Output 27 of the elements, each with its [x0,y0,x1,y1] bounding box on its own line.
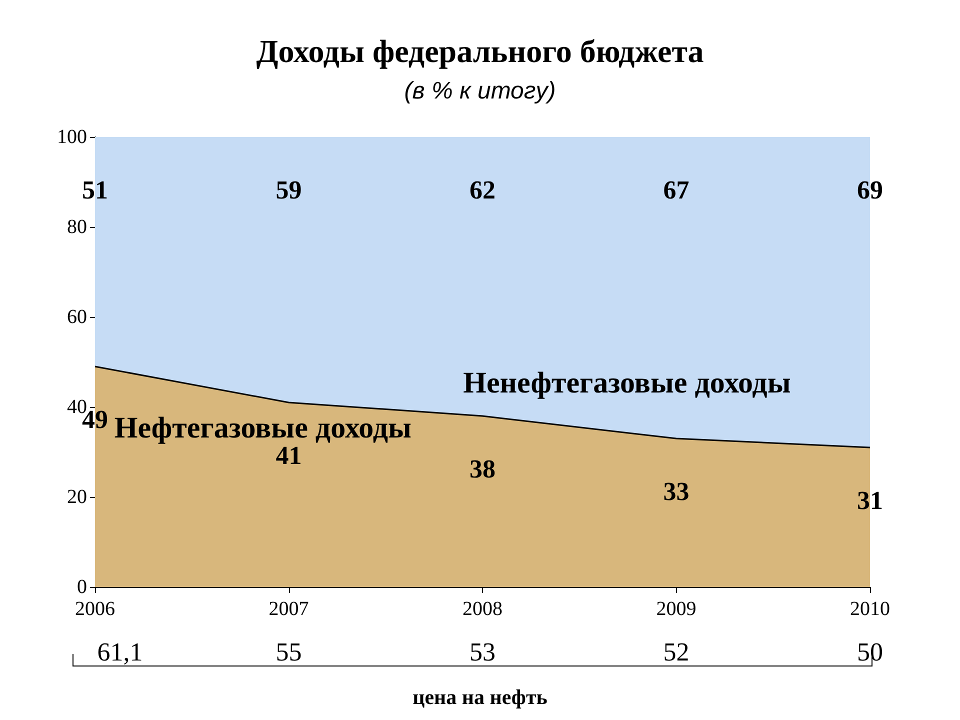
x-tick-label: 2008 [462,598,502,620]
x-tick-label: 2007 [268,598,309,620]
y-tick-label: 20 [67,486,87,508]
chart-title: Доходы федерального бюджета [256,33,704,69]
data-label: 38 [470,454,496,484]
text: цена на нефть [412,685,548,709]
y-tick-label: 80 [67,216,87,238]
y-tick-label: 60 [67,306,87,328]
x-tick-label: 2009 [656,598,696,620]
data-label: 51 [82,176,108,204]
data-label: 62 [470,176,496,204]
data-label: 33 [663,477,690,506]
chart-subtitle: (в % к итогу) [404,78,556,104]
text: 55 [276,638,302,666]
x-tick-label: 2006 [75,598,115,620]
text: 53 [470,638,496,666]
text: 50 [857,638,883,666]
text: 52 [663,638,690,666]
y-tick-label: 100 [57,126,87,148]
data-label: 67 [663,176,690,204]
data-label: 31 [857,486,883,515]
text: 61,1 [97,638,143,666]
series-label: Ненефтегазовые доходы [463,366,791,400]
x-tick-label: 2010 [850,598,890,620]
y-tick-label: 0 [77,576,87,598]
data-label: 59 [276,176,302,204]
data-label: 69 [857,176,883,204]
